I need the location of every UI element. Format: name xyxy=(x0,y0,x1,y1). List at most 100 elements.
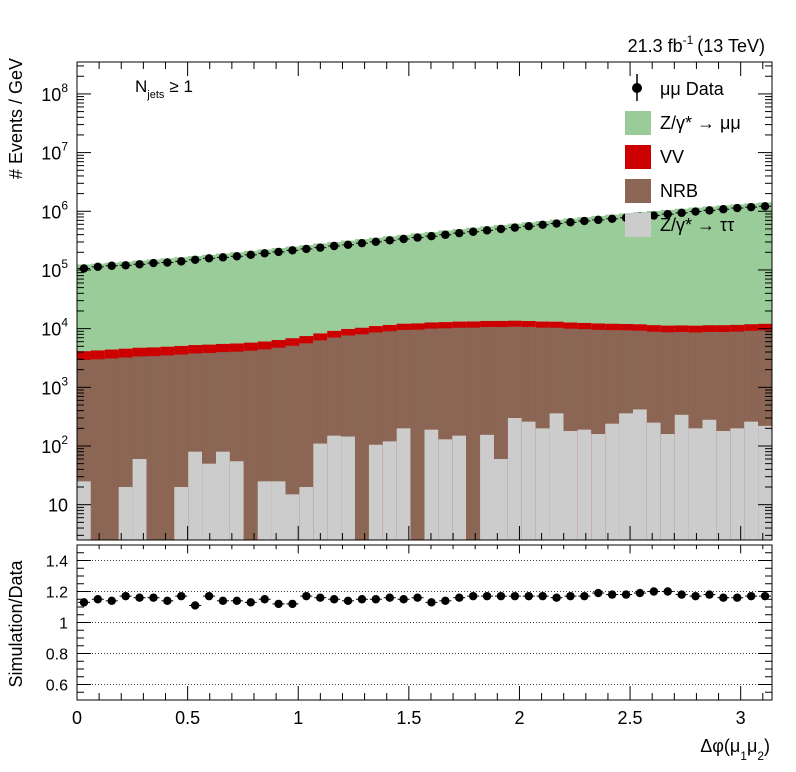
ztt-bin xyxy=(382,441,398,540)
y-tick-label: 105 xyxy=(41,257,68,281)
x-tick-label: 2.5 xyxy=(618,708,643,728)
ratio-point xyxy=(177,591,186,601)
nrb-bin xyxy=(354,334,370,540)
data-point xyxy=(232,252,242,261)
x-axis: 0 0.5 1 1.5 2 2.5 3 xyxy=(72,545,764,728)
ztt-bin xyxy=(688,428,703,540)
ratio-point xyxy=(149,593,158,602)
upper-x-ticks xyxy=(76,62,764,540)
legend-nrb-swatch xyxy=(625,179,651,203)
ratio-point xyxy=(218,596,228,605)
ztt-bin xyxy=(285,494,300,540)
ratio-point xyxy=(552,593,561,602)
data-point xyxy=(149,258,158,268)
y-tick-label: 108 xyxy=(41,81,68,105)
nrb-bin xyxy=(243,350,259,540)
ratio-point xyxy=(357,595,367,604)
data-point xyxy=(719,205,728,214)
ztt-bin xyxy=(188,451,203,540)
legend-ztt-label: Z/γ* → ττ xyxy=(660,215,734,235)
ratio-point xyxy=(316,593,325,602)
nrb-bin xyxy=(104,358,120,540)
data-point xyxy=(385,236,394,245)
ratio-point xyxy=(288,599,297,609)
data-point xyxy=(746,202,756,212)
data-point xyxy=(580,216,589,226)
data-point xyxy=(79,264,89,273)
ztt-bin xyxy=(216,451,231,540)
ztt-bin xyxy=(758,425,772,540)
nrb-bin xyxy=(410,329,425,540)
ratio-point xyxy=(455,593,464,602)
data-point xyxy=(274,247,283,257)
nrb-bin xyxy=(146,356,161,540)
upper-y-axis: 10 102 103 104 105 106 107 108 xyxy=(41,65,772,536)
data-point xyxy=(427,232,436,241)
ztt-bin xyxy=(132,459,147,540)
data-point xyxy=(524,221,533,231)
ratio-point xyxy=(538,591,547,601)
ratio-point xyxy=(163,596,172,605)
data-point xyxy=(441,230,450,239)
x-tick-label: 1 xyxy=(293,708,303,728)
ratio-point xyxy=(705,590,714,599)
ztt-bin xyxy=(313,443,328,540)
ratio-point xyxy=(274,599,283,609)
ztt-bin xyxy=(452,435,467,540)
lower-plot-frame xyxy=(76,544,773,701)
x-tick-label: 3 xyxy=(736,708,746,728)
ztt-bin xyxy=(577,429,592,540)
ztt-bin xyxy=(299,487,314,540)
data-point xyxy=(552,219,561,228)
ztt-bin xyxy=(605,423,620,540)
ratio-point xyxy=(580,591,589,601)
ztt-bin xyxy=(480,434,495,540)
ratio-point xyxy=(510,591,520,601)
y-tick-label: 103 xyxy=(41,374,68,398)
ztt-bin xyxy=(396,428,412,540)
ztt-bin xyxy=(563,431,578,540)
ratio-point xyxy=(649,587,659,596)
ztt-bin xyxy=(368,444,384,540)
ratio-point xyxy=(677,590,686,599)
ratio-point xyxy=(190,601,200,610)
luminosity-label: 21.3 fb-1 (13 TeV) xyxy=(628,33,765,56)
data-point xyxy=(163,258,172,267)
data-point xyxy=(107,261,116,270)
ztt-bin xyxy=(535,428,550,540)
data-point xyxy=(649,211,659,220)
ratio-point xyxy=(621,590,631,599)
y-tick-label: 106 xyxy=(41,198,68,222)
ratio-point xyxy=(635,588,645,598)
data-point xyxy=(371,237,381,246)
legend-nrb-label: NRB xyxy=(660,181,698,201)
y-tick-label: 104 xyxy=(41,316,68,340)
ratio-point xyxy=(232,596,242,605)
nrb-bin xyxy=(466,327,481,540)
ratio-point xyxy=(413,593,422,602)
ztt-bin xyxy=(549,413,564,540)
ratio-grid xyxy=(77,560,772,685)
ztt-bin xyxy=(730,428,745,540)
selection-label: Njets ≥ 1 xyxy=(135,77,193,101)
data-point xyxy=(677,208,686,218)
data-point xyxy=(177,257,186,266)
ratio-points xyxy=(77,587,772,610)
x-tick-label: 2 xyxy=(514,708,524,728)
ratio-point xyxy=(719,593,728,602)
ratio-point xyxy=(329,595,339,604)
ztt-bin xyxy=(702,419,717,540)
data-point xyxy=(413,233,422,242)
data-point xyxy=(691,207,700,216)
data-point xyxy=(357,238,367,248)
ztt-bin xyxy=(438,439,453,540)
ztt-bin xyxy=(674,414,689,540)
data-point xyxy=(135,260,144,269)
data-point xyxy=(329,241,339,251)
x-tick-label: 1.5 xyxy=(396,708,421,728)
ratio-point xyxy=(343,596,353,605)
y-axis-label: # Events / GeV xyxy=(6,58,26,179)
ztt-bin xyxy=(633,409,648,540)
ratio-y-tick-label: 1 xyxy=(59,616,68,633)
data-point xyxy=(705,206,714,215)
